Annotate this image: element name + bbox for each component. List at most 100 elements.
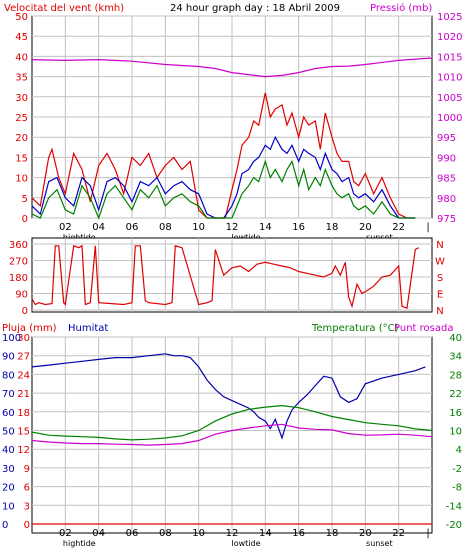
bottom-x-tick-02: 02 bbox=[59, 528, 72, 539]
humidity-tick-10: 10 bbox=[2, 501, 15, 512]
humidity-tick-30: 30 bbox=[2, 464, 15, 475]
pressure-tick-985: 985 bbox=[437, 174, 456, 185]
bottom-x-marker-sunset: sunset bbox=[366, 539, 393, 548]
wind-tick-50: 50 bbox=[15, 12, 28, 23]
wind-x-tick-10: 10 bbox=[192, 222, 205, 233]
temperature-tick--8: -8 bbox=[452, 483, 462, 494]
pressure-axis-ticks: 975 980 985 990 995 1000 1005 1010 1015 1020 1025 bbox=[437, 12, 462, 225]
temperature-tick-40: 40 bbox=[449, 333, 462, 344]
bottom-x-marker-lowtide: lowtide bbox=[231, 539, 260, 548]
rain-tick-30: 30 bbox=[17, 333, 30, 344]
temperature-axis-ticks: -20 -14 -8 -2 4 10 16 22 28 34 40 bbox=[446, 333, 462, 531]
wind-x-end-mark: | bbox=[426, 222, 429, 233]
wind-x-tick-04: 04 bbox=[92, 222, 105, 233]
compass-N-0: N bbox=[436, 240, 443, 251]
wind-pressure-lines bbox=[31, 57, 433, 220]
rain-tick-3: 3 bbox=[24, 501, 30, 512]
temperature-tick-10: 10 bbox=[449, 427, 462, 438]
pressure-tick-1005: 1005 bbox=[437, 93, 462, 104]
wind-x-tick-20: 20 bbox=[359, 222, 372, 233]
wind-tick-35: 35 bbox=[15, 73, 28, 84]
bottom-x-tick-04: 04 bbox=[92, 528, 105, 539]
wind-x-tick-16: 16 bbox=[292, 222, 305, 233]
wind-tick-40: 40 bbox=[15, 52, 28, 63]
wind-tick-20: 20 bbox=[15, 133, 28, 144]
wind-tick-0: 0 bbox=[22, 214, 28, 225]
bottom-x-tick-10: 10 bbox=[192, 528, 205, 539]
rain-tick-27: 27 bbox=[17, 352, 30, 363]
direction-tick-180: 180 bbox=[9, 273, 28, 284]
wind-tick-30: 30 bbox=[15, 93, 28, 104]
wind-x-tick-22: 22 bbox=[392, 222, 405, 233]
humidity-tick-50: 50 bbox=[2, 427, 15, 438]
compass-N-4: N bbox=[436, 306, 443, 317]
bottom-x-tick-20: 20 bbox=[359, 528, 372, 539]
bottom-x-tick-22: 22 bbox=[392, 528, 405, 539]
wind-axis-ticks: 0 5 10 15 20 25 30 35 40 45 50 bbox=[15, 12, 28, 225]
pressure-label: Pressió (mb) bbox=[370, 2, 432, 14]
humidity-tick-80: 80 bbox=[2, 370, 15, 381]
temperature-tick--2: -2 bbox=[452, 464, 462, 475]
humidity-temperature-lines bbox=[31, 353, 433, 525]
wind-x-tick-12: 12 bbox=[226, 222, 239, 233]
bottom-x-end-mark: | bbox=[426, 528, 429, 539]
direction-line bbox=[31, 244, 419, 310]
humidity-axis-ticks: 0 10 20 30 40 50 60 70 80 90 100 bbox=[2, 333, 21, 531]
rain-axis-ticks: 0 3 6 9 12 15 18 21 24 27 30 bbox=[17, 333, 30, 531]
temperature-label: Temperatura (°C) bbox=[311, 323, 399, 334]
wind_min-line bbox=[31, 159, 416, 220]
rain-tick-21: 21 bbox=[17, 389, 30, 400]
bottom-x-tick-06: 06 bbox=[126, 528, 139, 539]
pressure-tick-1020: 1020 bbox=[437, 32, 462, 43]
bottom-x-tick-08: 08 bbox=[159, 528, 172, 539]
humidity-tick-0: 0 bbox=[2, 520, 8, 531]
direction-line bbox=[31, 244, 419, 310]
compass-W-1: W bbox=[435, 257, 445, 268]
direction-tick-360: 360 bbox=[9, 240, 28, 251]
pressure-tick-980: 980 bbox=[437, 194, 456, 205]
dewpoint-label: Punt rosada bbox=[394, 323, 453, 334]
pressure-tick-975: 975 bbox=[437, 214, 456, 225]
pressure-tick-995: 995 bbox=[437, 133, 456, 144]
pressure-line bbox=[31, 57, 433, 78]
wind_avg-line bbox=[31, 135, 416, 219]
wind-x-tick-06: 06 bbox=[126, 222, 139, 233]
bottom-x-tick-12: 12 bbox=[226, 528, 239, 539]
dewpoint-line bbox=[31, 423, 433, 446]
bottom-panel-grid bbox=[32, 336, 432, 533]
wind-speed-label: Velocitat del vent (kmh) bbox=[4, 3, 124, 14]
chart-title: 24 hour graph day : 18 Abril 2009 bbox=[170, 3, 340, 14]
rain-tick-24: 24 bbox=[17, 370, 30, 381]
rain-tick-6: 6 bbox=[24, 483, 30, 494]
pressure-tick-1015: 1015 bbox=[437, 52, 462, 63]
humidity-tick-40: 40 bbox=[2, 445, 15, 456]
bottom-panel-x-ticks: 02 04 06 08 10 12 14 16 18 20 22 | hightide lowtide su… bbox=[59, 528, 430, 548]
humidity-temperature-panel: 0 3 6 9 12 15 18 21 24 27 30 0 10 20 30 40 50 60 70 80 90 10… bbox=[2, 333, 462, 548]
rain-tick-9: 9 bbox=[24, 464, 30, 475]
humidity-tick-70: 70 bbox=[2, 389, 15, 400]
temperature-tick--14: -14 bbox=[446, 501, 462, 512]
temperature-tick-4: 4 bbox=[456, 445, 462, 456]
pressure-tick-990: 990 bbox=[437, 153, 456, 164]
wind-x-tick-02: 02 bbox=[59, 222, 72, 233]
pressure-tick-1010: 1010 bbox=[437, 73, 462, 84]
compass-S-2: S bbox=[437, 273, 443, 284]
rain-tick-18: 18 bbox=[17, 408, 30, 419]
pressure-tick-1000: 1000 bbox=[437, 113, 462, 124]
rain-label: Pluja (mm) bbox=[2, 323, 57, 334]
bottom-x-tick-14: 14 bbox=[259, 528, 272, 539]
humidity-tick-60: 60 bbox=[2, 408, 15, 419]
rain-tick-0: 0 bbox=[24, 520, 30, 531]
wind-tick-5: 5 bbox=[22, 194, 28, 205]
temperature-tick--20: -20 bbox=[446, 520, 462, 531]
direction-tick-0: 0 bbox=[22, 306, 28, 317]
bottom-x-tick-18: 18 bbox=[326, 528, 339, 539]
humidity-tick-20: 20 bbox=[2, 483, 15, 494]
rain-tick-15: 15 bbox=[17, 427, 30, 438]
wind-x-tick-14: 14 bbox=[259, 222, 272, 233]
wind-tick-45: 45 bbox=[15, 32, 28, 43]
